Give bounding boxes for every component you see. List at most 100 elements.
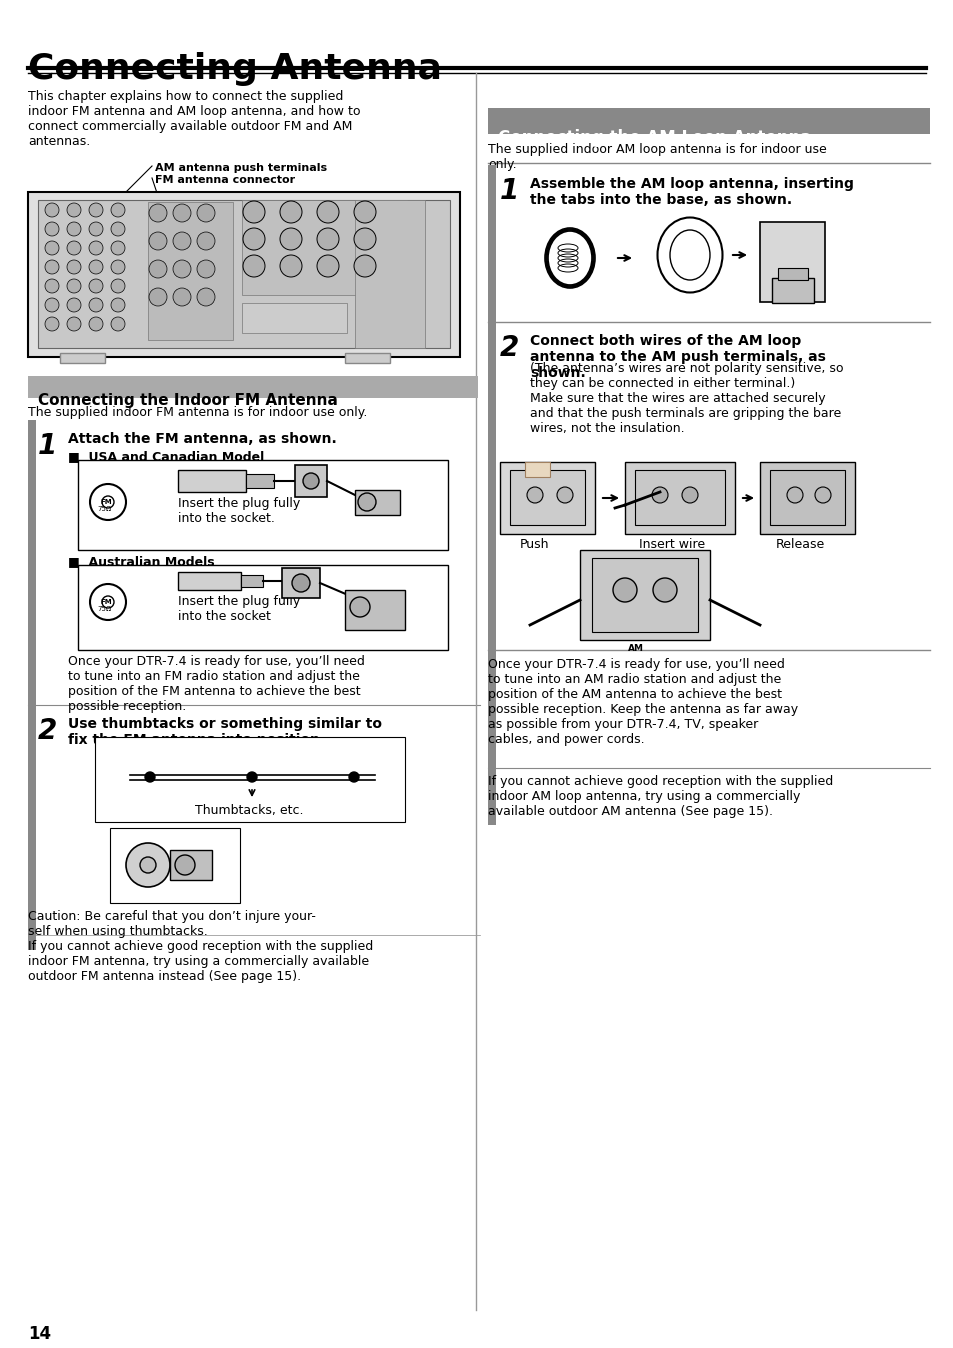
Bar <box>28 421 36 950</box>
Bar <box>499 200 919 319</box>
Circle shape <box>111 260 125 274</box>
Bar <box>28 376 477 398</box>
Bar <box>178 572 241 590</box>
Bar <box>242 200 407 295</box>
Circle shape <box>350 597 370 617</box>
Circle shape <box>196 288 214 306</box>
Circle shape <box>140 857 156 874</box>
Circle shape <box>67 317 81 332</box>
Text: 1: 1 <box>38 431 57 460</box>
Circle shape <box>89 279 103 293</box>
Bar <box>488 164 496 825</box>
Text: Thumbtacks, etc.: Thumbtacks, etc. <box>194 803 303 817</box>
Circle shape <box>196 204 214 222</box>
Bar <box>771 278 813 303</box>
Bar <box>110 828 240 903</box>
Circle shape <box>111 298 125 311</box>
Circle shape <box>172 288 191 306</box>
Circle shape <box>90 484 126 520</box>
Text: Insert wire: Insert wire <box>639 538 704 551</box>
Circle shape <box>45 298 59 311</box>
Text: ■  Australian Models: ■ Australian Models <box>68 555 214 568</box>
Circle shape <box>45 241 59 255</box>
Bar <box>355 491 399 515</box>
Text: 1: 1 <box>499 177 518 205</box>
Bar <box>78 460 448 550</box>
Text: The supplied indoor AM loop antenna is for indoor use
only.: The supplied indoor AM loop antenna is f… <box>488 143 826 171</box>
Text: ■  USA and Canadian Model: ■ USA and Canadian Model <box>68 450 264 462</box>
Circle shape <box>45 204 59 217</box>
Text: If you cannot achieve good reception with the supplied
indoor AM loop antenna, t: If you cannot achieve good reception wit… <box>488 775 832 818</box>
Circle shape <box>280 201 302 222</box>
Circle shape <box>303 473 318 489</box>
Circle shape <box>243 255 265 276</box>
Circle shape <box>247 772 256 782</box>
Circle shape <box>67 298 81 311</box>
Circle shape <box>354 228 375 249</box>
Bar <box>579 550 709 640</box>
Bar <box>282 568 319 599</box>
Bar <box>760 462 854 534</box>
Circle shape <box>45 279 59 293</box>
Text: FM: FM <box>100 499 112 506</box>
Bar <box>635 470 724 524</box>
Bar <box>241 576 263 586</box>
Text: Insert the plug fully
into the socket: Insert the plug fully into the socket <box>178 594 300 623</box>
Bar <box>38 200 450 348</box>
Circle shape <box>149 288 167 306</box>
Circle shape <box>681 487 698 503</box>
Circle shape <box>111 317 125 332</box>
Text: Caution: Be careful that you don’t injure your-
self when using thumbtacks.: Caution: Be careful that you don’t injur… <box>28 910 315 938</box>
Text: 14: 14 <box>28 1325 51 1343</box>
Circle shape <box>89 241 103 255</box>
Bar <box>242 303 347 333</box>
Circle shape <box>67 222 81 236</box>
Circle shape <box>67 204 81 217</box>
Circle shape <box>67 279 81 293</box>
Circle shape <box>349 772 358 782</box>
Circle shape <box>111 204 125 217</box>
Text: FM antenna connector: FM antenna connector <box>154 175 294 185</box>
Circle shape <box>280 228 302 249</box>
Circle shape <box>651 487 667 503</box>
Circle shape <box>149 232 167 249</box>
Circle shape <box>316 255 338 276</box>
Text: Connecting the Indoor FM Antenna: Connecting the Indoor FM Antenna <box>38 394 337 408</box>
Text: Insert the plug fully
into the socket.: Insert the plug fully into the socket. <box>178 497 300 524</box>
Circle shape <box>126 842 170 887</box>
Text: Attach the FM antenna, as shown.: Attach the FM antenna, as shown. <box>68 431 336 446</box>
Text: AM: AM <box>627 644 643 652</box>
Text: Connecting Antenna: Connecting Antenna <box>28 53 441 86</box>
Bar <box>345 590 405 630</box>
Bar <box>592 558 698 632</box>
Text: 2: 2 <box>499 334 518 363</box>
Circle shape <box>354 255 375 276</box>
Circle shape <box>89 222 103 236</box>
Circle shape <box>316 201 338 222</box>
Bar <box>778 268 807 280</box>
Circle shape <box>45 222 59 236</box>
Circle shape <box>243 201 265 222</box>
Circle shape <box>354 201 375 222</box>
Bar <box>510 470 584 524</box>
Circle shape <box>45 260 59 274</box>
Text: 2: 2 <box>38 717 57 745</box>
Text: Assemble the AM loop antenna, inserting
the tabs into the base, as shown.: Assemble the AM loop antenna, inserting … <box>530 177 853 208</box>
Bar <box>760 222 824 302</box>
Circle shape <box>613 578 637 603</box>
Bar <box>95 737 405 822</box>
Circle shape <box>89 298 103 311</box>
Bar <box>178 470 246 492</box>
Bar <box>170 851 212 880</box>
Circle shape <box>814 487 830 503</box>
Circle shape <box>149 260 167 278</box>
Text: 75Ω: 75Ω <box>97 607 112 612</box>
Text: Use thumbtacks or something similar to
fix the FM antenna into position.: Use thumbtacks or something similar to f… <box>68 717 381 747</box>
Text: (The antenna’s wires are not polarity sensitive, so
they can be connected in eit: (The antenna’s wires are not polarity se… <box>530 363 842 435</box>
Circle shape <box>89 317 103 332</box>
Bar <box>28 191 459 357</box>
Circle shape <box>280 255 302 276</box>
Circle shape <box>90 584 126 620</box>
Bar <box>60 353 105 363</box>
Circle shape <box>45 317 59 332</box>
